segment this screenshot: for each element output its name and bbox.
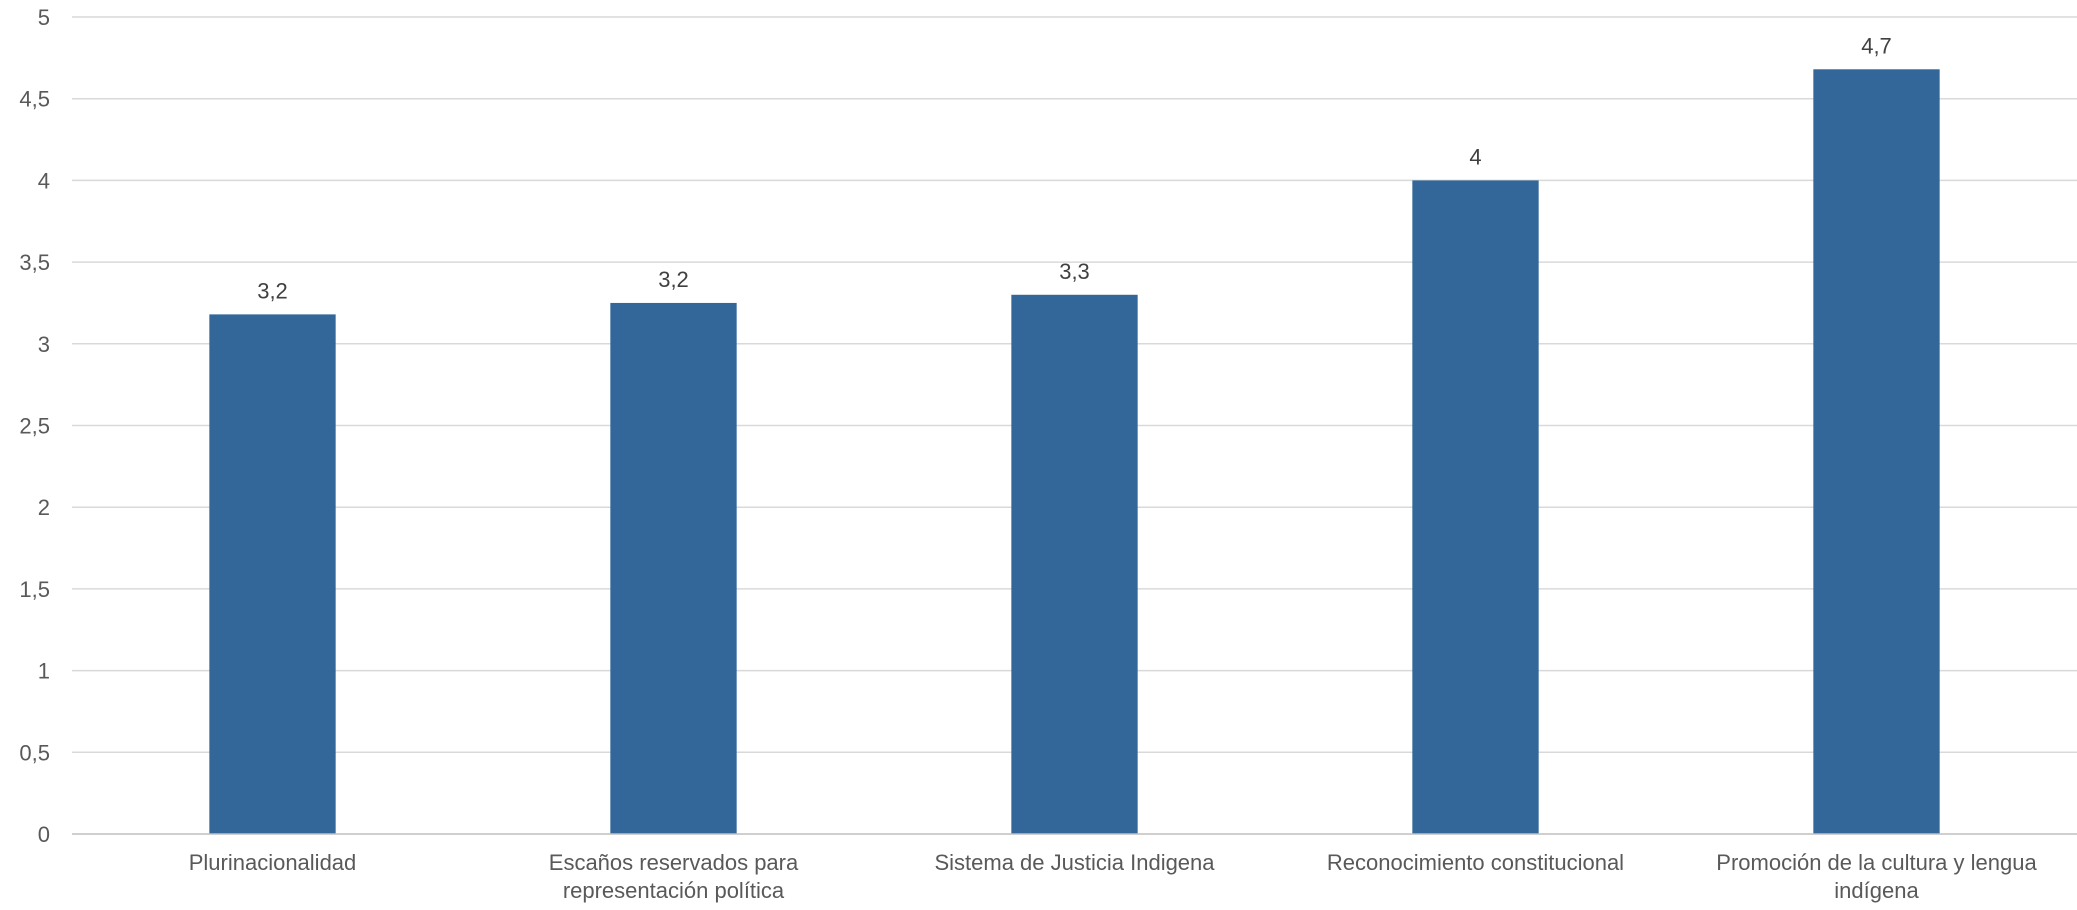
x-category-label: Sistema de Justicia Indigena bbox=[934, 850, 1215, 875]
x-category-label: Plurinacionalidad bbox=[189, 850, 357, 875]
x-category-label: Reconocimiento constitucional bbox=[1327, 850, 1624, 875]
data-label: 4 bbox=[1469, 144, 1481, 169]
bar bbox=[1813, 69, 1940, 834]
y-tick-label: 0,5 bbox=[19, 740, 50, 765]
y-tick-label: 3,5 bbox=[19, 250, 50, 275]
data-labels: 3,2 3,2 3,3 4 4,7 bbox=[257, 33, 1892, 303]
y-tick-label: 2 bbox=[38, 495, 50, 520]
bar bbox=[610, 302, 737, 834]
data-label: 3,2 bbox=[257, 278, 288, 303]
y-tick-label: 3 bbox=[38, 332, 50, 357]
bar bbox=[1011, 294, 1138, 834]
y-tick-label: 0 bbox=[38, 822, 50, 847]
x-category-label: Promoción de la cultura y lengua indígena bbox=[1716, 850, 2037, 903]
category-labels: Plurinacionalidad Escaños reservados para… bbox=[189, 850, 2038, 903]
y-tick-label: 4 bbox=[38, 168, 50, 193]
data-label: 3,2 bbox=[658, 267, 689, 292]
x-category-label: Escaños reservados para representación po… bbox=[549, 850, 799, 903]
y-axis-ticks: 0 0,5 1 1,5 2 2,5 3 3,5 4 4,5 5 bbox=[19, 5, 50, 847]
bar bbox=[209, 314, 336, 834]
y-tick-label: 1 bbox=[38, 659, 50, 684]
y-tick-label: 1,5 bbox=[19, 577, 50, 602]
data-label: 3,3 bbox=[1059, 259, 1090, 284]
bars bbox=[209, 69, 1940, 834]
data-label: 4,7 bbox=[1861, 33, 1892, 58]
bar bbox=[1412, 180, 1539, 834]
y-tick-label: 2,5 bbox=[19, 414, 50, 439]
y-tick-label: 5 bbox=[38, 5, 50, 30]
y-tick-label: 4,5 bbox=[19, 87, 50, 112]
